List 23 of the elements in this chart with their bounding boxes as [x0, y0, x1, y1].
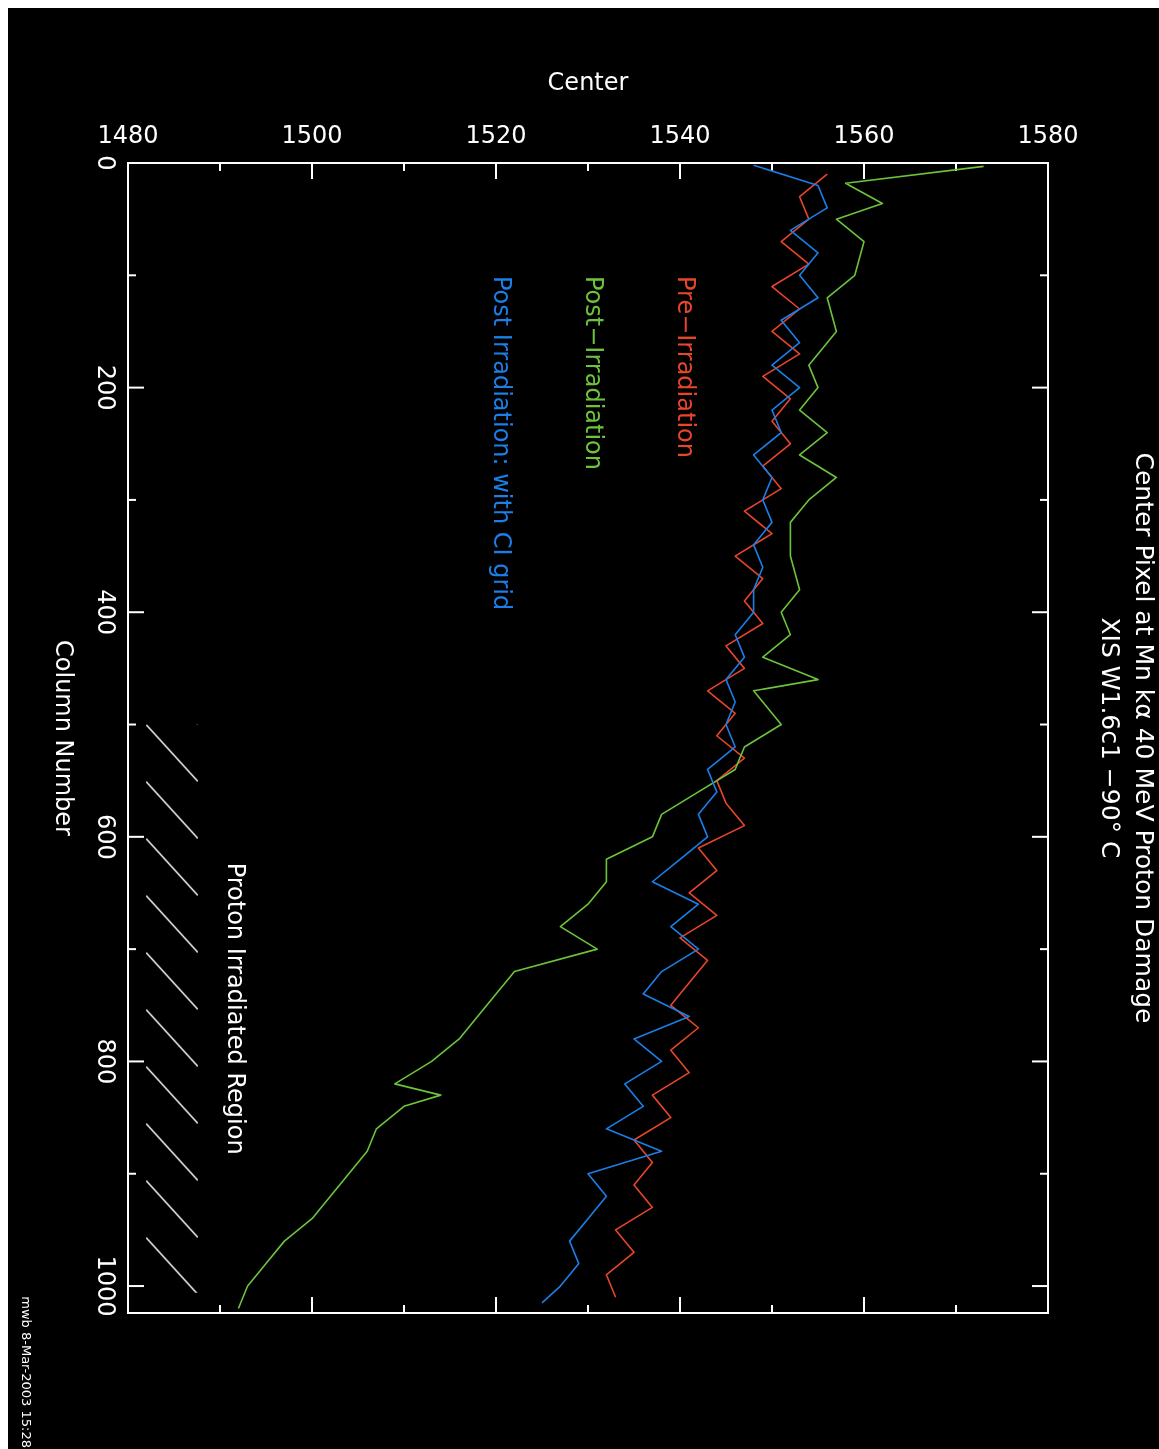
x-tick-label: 1500 [281, 121, 343, 149]
text: Pre−Irradiation [672, 276, 700, 458]
text: Post−Irradiation [580, 276, 608, 471]
y-tick-label: 400 [92, 589, 120, 636]
text: mwb 8-Mar-2003 15:28 [19, 1296, 34, 1448]
y-tick-label: 600 [92, 813, 120, 860]
x-tick-label: 1520 [465, 121, 527, 149]
text: Post Irradiation: with CI grid [488, 276, 516, 611]
y-tick-label: 800 [92, 1038, 120, 1085]
line-series [541, 164, 828, 1304]
x-axis-title: Center [547, 68, 629, 96]
y-tick-label: 200 [92, 364, 120, 411]
x-tick-label: 1540 [649, 121, 711, 149]
y-tick-label: 1000 [92, 1255, 120, 1317]
x-tick-label: 1580 [1017, 121, 1079, 149]
line-series [605, 173, 828, 1299]
x-tick-label: 1560 [833, 121, 895, 149]
y-axis-title: Column Number [50, 640, 78, 837]
y-tick-label: 0 [92, 155, 120, 171]
band-label: Proton Irradiated Region [222, 862, 250, 1155]
text: Center Pixel at Mn kα 40 MeV Proton Damage [1130, 452, 1159, 1024]
text: XIS W1.6c1 −90° C [1096, 617, 1125, 859]
x-tick-label: 1480 [97, 121, 159, 149]
